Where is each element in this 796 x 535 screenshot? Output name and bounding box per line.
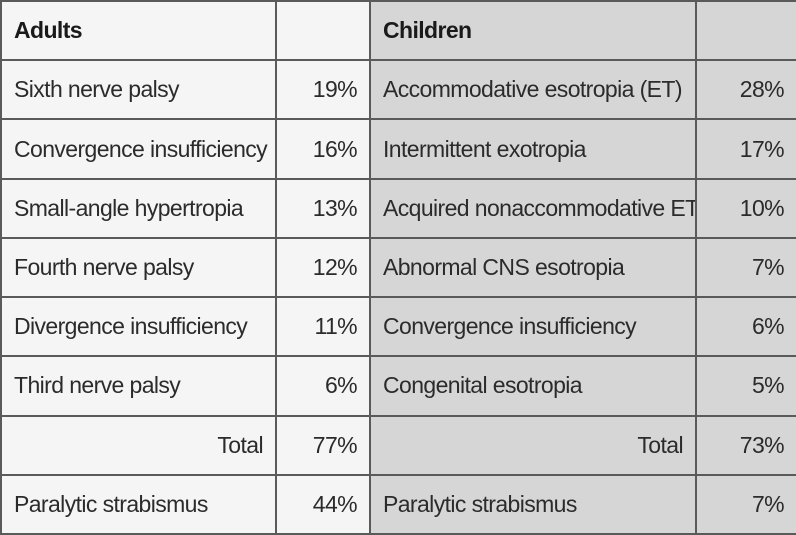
child-condition: Intermittent exotropia bbox=[369, 118, 697, 180]
table-row: Fourth nerve palsy 12% Abnormal CNS esot… bbox=[0, 236, 796, 299]
table-row: Sixth nerve palsy 19% Accommodative esot… bbox=[0, 59, 796, 121]
child-condition: Acquired nonaccommodative ET bbox=[369, 177, 697, 239]
child-paralytic-value: 7% bbox=[695, 473, 796, 535]
child-percent: 7% bbox=[695, 236, 796, 299]
adult-percent: 12% bbox=[275, 236, 371, 299]
adult-condition: Sixth nerve palsy bbox=[0, 59, 277, 121]
adult-paralytic-label: Paralytic strabismus bbox=[0, 473, 277, 535]
child-total-label: Total bbox=[369, 414, 697, 476]
child-total-value: 73% bbox=[695, 414, 796, 476]
child-percent: 10% bbox=[695, 177, 796, 239]
children-header-value bbox=[695, 0, 796, 62]
total-row: Total 77% Total 73% bbox=[0, 414, 796, 476]
adult-percent: 19% bbox=[275, 59, 371, 121]
adult-percent: 16% bbox=[275, 118, 371, 180]
adult-condition: Convergence insufficiency bbox=[0, 118, 277, 180]
adult-paralytic-value: 44% bbox=[275, 473, 371, 535]
child-condition: Abnormal CNS esotropia bbox=[369, 236, 697, 299]
table-row: Third nerve palsy 6% Congenital esotropi… bbox=[0, 355, 796, 417]
child-condition: Convergence insufficiency bbox=[369, 296, 697, 358]
children-header: Children bbox=[369, 0, 697, 62]
paralytic-row: Paralytic strabismus 44% Paralytic strab… bbox=[0, 473, 796, 535]
child-condition: Congenital esotropia bbox=[369, 355, 697, 417]
adult-condition: Small-angle hypertropia bbox=[0, 177, 277, 239]
adult-condition: Divergence insufficiency bbox=[0, 296, 277, 358]
table-row: Small-angle hypertropia 13% Acquired non… bbox=[0, 177, 796, 239]
child-paralytic-label: Paralytic strabismus bbox=[369, 473, 697, 535]
table-row: Divergence insufficiency 11% Convergence… bbox=[0, 296, 796, 358]
child-percent: 6% bbox=[695, 296, 796, 358]
adult-total-value: 77% bbox=[275, 414, 371, 476]
adult-condition: Fourth nerve palsy bbox=[0, 236, 277, 299]
child-percent: 28% bbox=[695, 59, 796, 121]
child-condition: Accommodative esotropia (ET) bbox=[369, 59, 697, 121]
adults-header: Adults bbox=[0, 0, 277, 62]
adult-percent: 6% bbox=[275, 355, 371, 417]
adult-percent: 13% bbox=[275, 177, 371, 239]
table-row: Convergence insufficiency 16% Intermitte… bbox=[0, 118, 796, 180]
adult-condition: Third nerve palsy bbox=[0, 355, 277, 417]
header-row: Adults Children bbox=[0, 0, 796, 62]
child-percent: 17% bbox=[695, 118, 796, 180]
adult-total-label: Total bbox=[0, 414, 277, 476]
child-percent: 5% bbox=[695, 355, 796, 417]
adults-header-value bbox=[275, 0, 371, 62]
adult-percent: 11% bbox=[275, 296, 371, 358]
